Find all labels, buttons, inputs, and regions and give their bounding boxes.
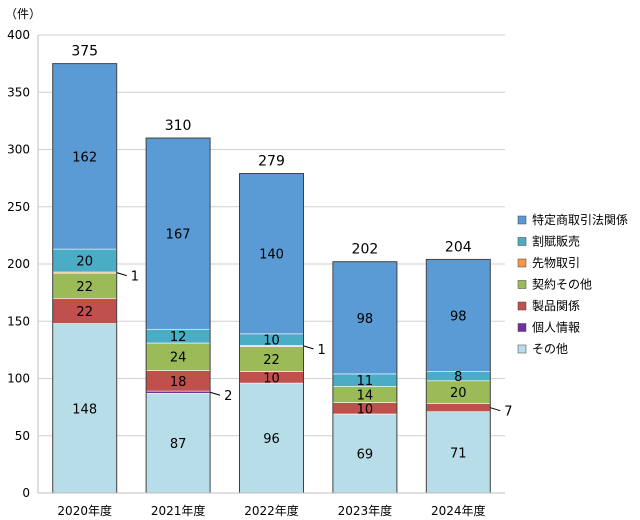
callout-label: 1 [318, 343, 326, 358]
bar-segment [425, 403, 491, 413]
y-tick-label: 400 [7, 28, 30, 42]
legend-swatch [517, 344, 527, 354]
bar-segment [425, 411, 491, 494]
segment-label: 140 [259, 248, 284, 263]
bars: 1482222201623751871824121673102961022101… [52, 44, 513, 494]
segment-label: 22 [76, 305, 93, 320]
bar-segment [145, 342, 211, 371]
x-tick-label: 2024年度 [431, 503, 486, 518]
segment-label: 167 [166, 228, 191, 243]
segment-label: 8 [454, 370, 462, 385]
segment-label: 96 [263, 432, 280, 447]
callout-line [116, 272, 127, 277]
callout-line [209, 391, 221, 396]
segment-label: 69 [357, 447, 374, 462]
y-unit-label: （件） [5, 7, 41, 21]
legend-label: その他 [532, 342, 568, 356]
legend-swatch [517, 237, 527, 246]
legend-label: 先物取引 [532, 256, 580, 270]
y-tick-label: 0 [22, 486, 30, 500]
segment-label: 10 [263, 371, 280, 386]
segment-label: 22 [76, 280, 93, 295]
callout-label: 1 [131, 270, 139, 285]
segment-label: 14 [357, 389, 374, 404]
segment-label: 20 [76, 255, 93, 270]
x-tick-label: 2020年度 [57, 503, 112, 518]
y-tick-label: 200 [7, 257, 30, 271]
total-label: 204 [445, 239, 472, 255]
segment-label: 87 [170, 437, 187, 452]
legend-label: 契約その他 [532, 277, 592, 292]
bar-segment [145, 390, 211, 394]
x-tick-label: 2022年度 [244, 503, 299, 518]
segment-label: 22 [263, 353, 280, 368]
legend-label: 個人情報 [532, 321, 580, 335]
segment-label: 98 [357, 312, 374, 327]
total-label: 279 [258, 154, 285, 170]
total-label: 202 [352, 242, 379, 258]
legend-swatch [517, 323, 527, 332]
segment-label: 24 [170, 351, 187, 366]
segment-label: 10 [357, 402, 374, 417]
legend-swatch [517, 301, 527, 311]
segment-label: 12 [170, 330, 187, 345]
segment-label: 71 [450, 446, 467, 461]
x-axis: 2020年度 2021年度 2022年度 2023年度 2024年度 [38, 492, 505, 518]
bar-segment [425, 259, 491, 372]
legend-label: 製品関係 [532, 299, 580, 313]
segment-label: 11 [357, 374, 374, 389]
x-tick-label: 2021年度 [151, 503, 206, 518]
segment-label: 98 [450, 310, 467, 325]
callout-label: 2 [224, 389, 232, 404]
y-tick-label: 100 [7, 372, 30, 386]
y-tick-label: 50 [15, 429, 30, 443]
bar-segment [145, 393, 211, 494]
y-tick-label: 350 [7, 85, 30, 99]
segment-label: 10 [263, 334, 280, 349]
x-tick-label: 2023年度 [338, 503, 393, 518]
bar-segment [332, 413, 398, 494]
callout-label: 7 [504, 405, 512, 420]
callout-line [303, 345, 314, 350]
y-tick-label: 250 [7, 200, 30, 214]
legend-swatch [517, 280, 527, 289]
legend-label: 特定商取引法関係 [532, 212, 628, 227]
segment-label: 18 [170, 375, 187, 390]
total-label: 375 [71, 44, 98, 60]
legend-swatch [517, 258, 527, 268]
callout-line [490, 407, 501, 412]
segment-label: 162 [72, 150, 97, 165]
legend-swatch [517, 215, 527, 225]
segment-label: 20 [450, 386, 467, 401]
y-axis: 0 50 100 150 200 250 300 350 400 [7, 28, 39, 500]
legend-label: 割賦販売 [532, 234, 580, 249]
y-tick-label: 300 [7, 143, 30, 157]
bar-segment [52, 298, 118, 324]
y-tick-label: 150 [7, 314, 30, 328]
total-label: 310 [165, 118, 192, 134]
bar-segment [239, 346, 304, 372]
segment-label: 148 [72, 402, 97, 417]
